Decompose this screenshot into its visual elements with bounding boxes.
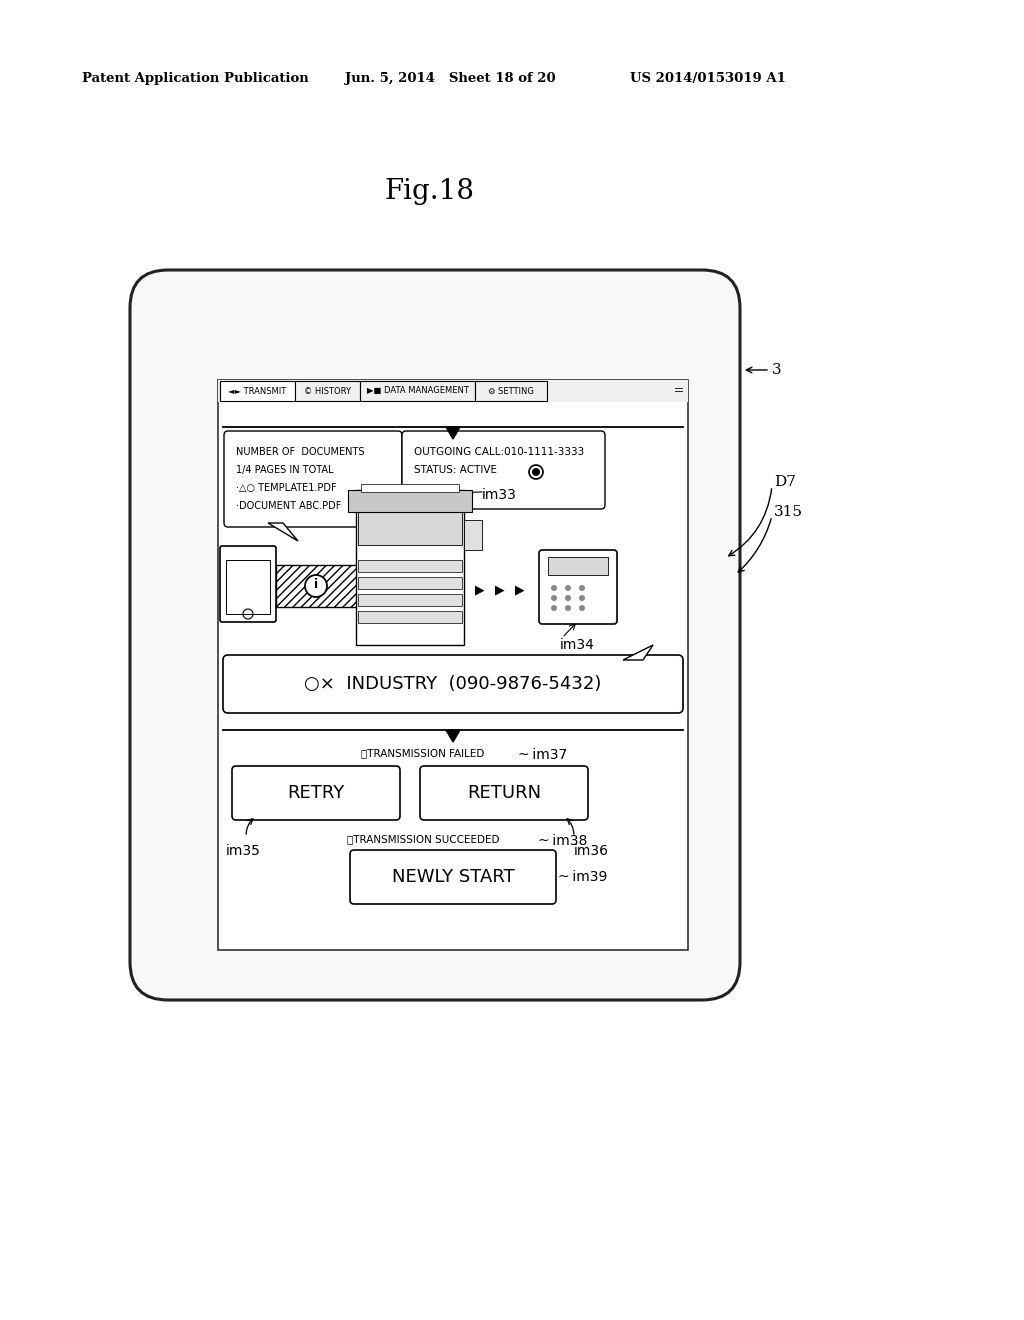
Text: im34: im34 — [560, 638, 595, 652]
Bar — [295, 381, 360, 401]
Bar — [672, 383, 685, 396]
Text: ~ im37: ~ im37 — [518, 748, 567, 762]
Bar — [360, 381, 475, 401]
Text: 1/4 PAGES IN TOTAL: 1/4 PAGES IN TOTAL — [236, 465, 334, 475]
Circle shape — [579, 605, 585, 611]
Text: ▶: ▶ — [496, 583, 505, 597]
Circle shape — [579, 585, 585, 591]
FancyBboxPatch shape — [350, 850, 556, 904]
Polygon shape — [451, 506, 471, 523]
Text: OUTGOING CALL:010-1111-3333: OUTGOING CALL:010-1111-3333 — [414, 447, 585, 457]
Text: ·△○ TEMPLATE1.PDF: ·△○ TEMPLATE1.PDF — [236, 483, 337, 492]
FancyBboxPatch shape — [220, 546, 276, 622]
Bar — [358, 560, 462, 572]
Text: ⚙ SETTING: ⚙ SETTING — [488, 387, 534, 396]
FancyBboxPatch shape — [420, 766, 588, 820]
Text: © HISTORY: © HISTORY — [304, 387, 351, 396]
Text: RETURN: RETURN — [467, 784, 541, 803]
Text: ▶: ▶ — [475, 583, 484, 597]
Text: im33: im33 — [482, 488, 517, 502]
Polygon shape — [446, 426, 460, 440]
Circle shape — [551, 595, 557, 601]
Text: ○×  INDUSTRY  (090-9876-5432): ○× INDUSTRY (090-9876-5432) — [304, 675, 602, 693]
Bar — [358, 577, 462, 589]
Bar — [218, 380, 688, 403]
FancyBboxPatch shape — [539, 550, 617, 624]
Bar — [361, 484, 459, 492]
Text: 3: 3 — [772, 363, 781, 378]
Bar — [548, 557, 608, 576]
Text: D7: D7 — [774, 475, 796, 488]
Bar — [356, 490, 464, 645]
Bar — [220, 381, 295, 401]
Text: ~ im39: ~ im39 — [558, 870, 607, 884]
Circle shape — [565, 595, 571, 601]
Text: ~ im38: ~ im38 — [538, 834, 588, 847]
Text: ▶■ DATA MANAGEMENT: ▶■ DATA MANAGEMENT — [367, 387, 468, 396]
Bar — [218, 380, 688, 950]
Text: ·DOCUMENT ABC.PDF: ·DOCUMENT ABC.PDF — [236, 502, 341, 511]
Circle shape — [551, 585, 557, 591]
Text: NEWLY START: NEWLY START — [391, 869, 514, 886]
Polygon shape — [446, 730, 460, 742]
FancyBboxPatch shape — [402, 432, 605, 510]
Text: RETRY: RETRY — [288, 784, 345, 803]
Text: ◄► TRANSMIT: ◄► TRANSMIT — [228, 387, 287, 396]
Text: ⓘTRANSMISSION FAILED: ⓘTRANSMISSION FAILED — [361, 748, 484, 758]
Polygon shape — [623, 645, 653, 660]
Bar — [348, 490, 472, 512]
Text: i: i — [314, 578, 318, 591]
Circle shape — [532, 469, 540, 477]
Bar — [475, 381, 547, 401]
Text: Fig.18: Fig.18 — [385, 178, 475, 205]
Bar — [464, 520, 482, 550]
Text: ⓘTRANSMISSION SUCCEEDED: ⓘTRANSMISSION SUCCEEDED — [347, 834, 500, 843]
FancyBboxPatch shape — [232, 766, 400, 820]
FancyBboxPatch shape — [224, 432, 402, 527]
Circle shape — [305, 576, 327, 597]
Text: Jun. 5, 2014   Sheet 18 of 20: Jun. 5, 2014 Sheet 18 of 20 — [345, 73, 556, 84]
Text: ▶: ▶ — [515, 583, 525, 597]
Text: STATUS: ACTIVE: STATUS: ACTIVE — [414, 465, 497, 475]
Text: Patent Application Publication: Patent Application Publication — [82, 73, 309, 84]
Text: NUMBER OF  DOCUMENTS: NUMBER OF DOCUMENTS — [236, 447, 365, 457]
Circle shape — [551, 605, 557, 611]
Circle shape — [565, 605, 571, 611]
FancyBboxPatch shape — [223, 655, 683, 713]
Bar — [358, 594, 462, 606]
Text: 315: 315 — [774, 506, 803, 519]
Circle shape — [565, 585, 571, 591]
Text: im36: im36 — [574, 843, 609, 858]
Bar — [276, 565, 384, 607]
Bar — [226, 560, 270, 614]
FancyBboxPatch shape — [130, 271, 740, 1001]
Bar — [358, 611, 462, 623]
Polygon shape — [268, 523, 298, 541]
Circle shape — [579, 595, 585, 601]
Text: US 2014/0153019 A1: US 2014/0153019 A1 — [630, 73, 785, 84]
Bar — [358, 492, 462, 545]
Text: im35: im35 — [226, 843, 261, 858]
